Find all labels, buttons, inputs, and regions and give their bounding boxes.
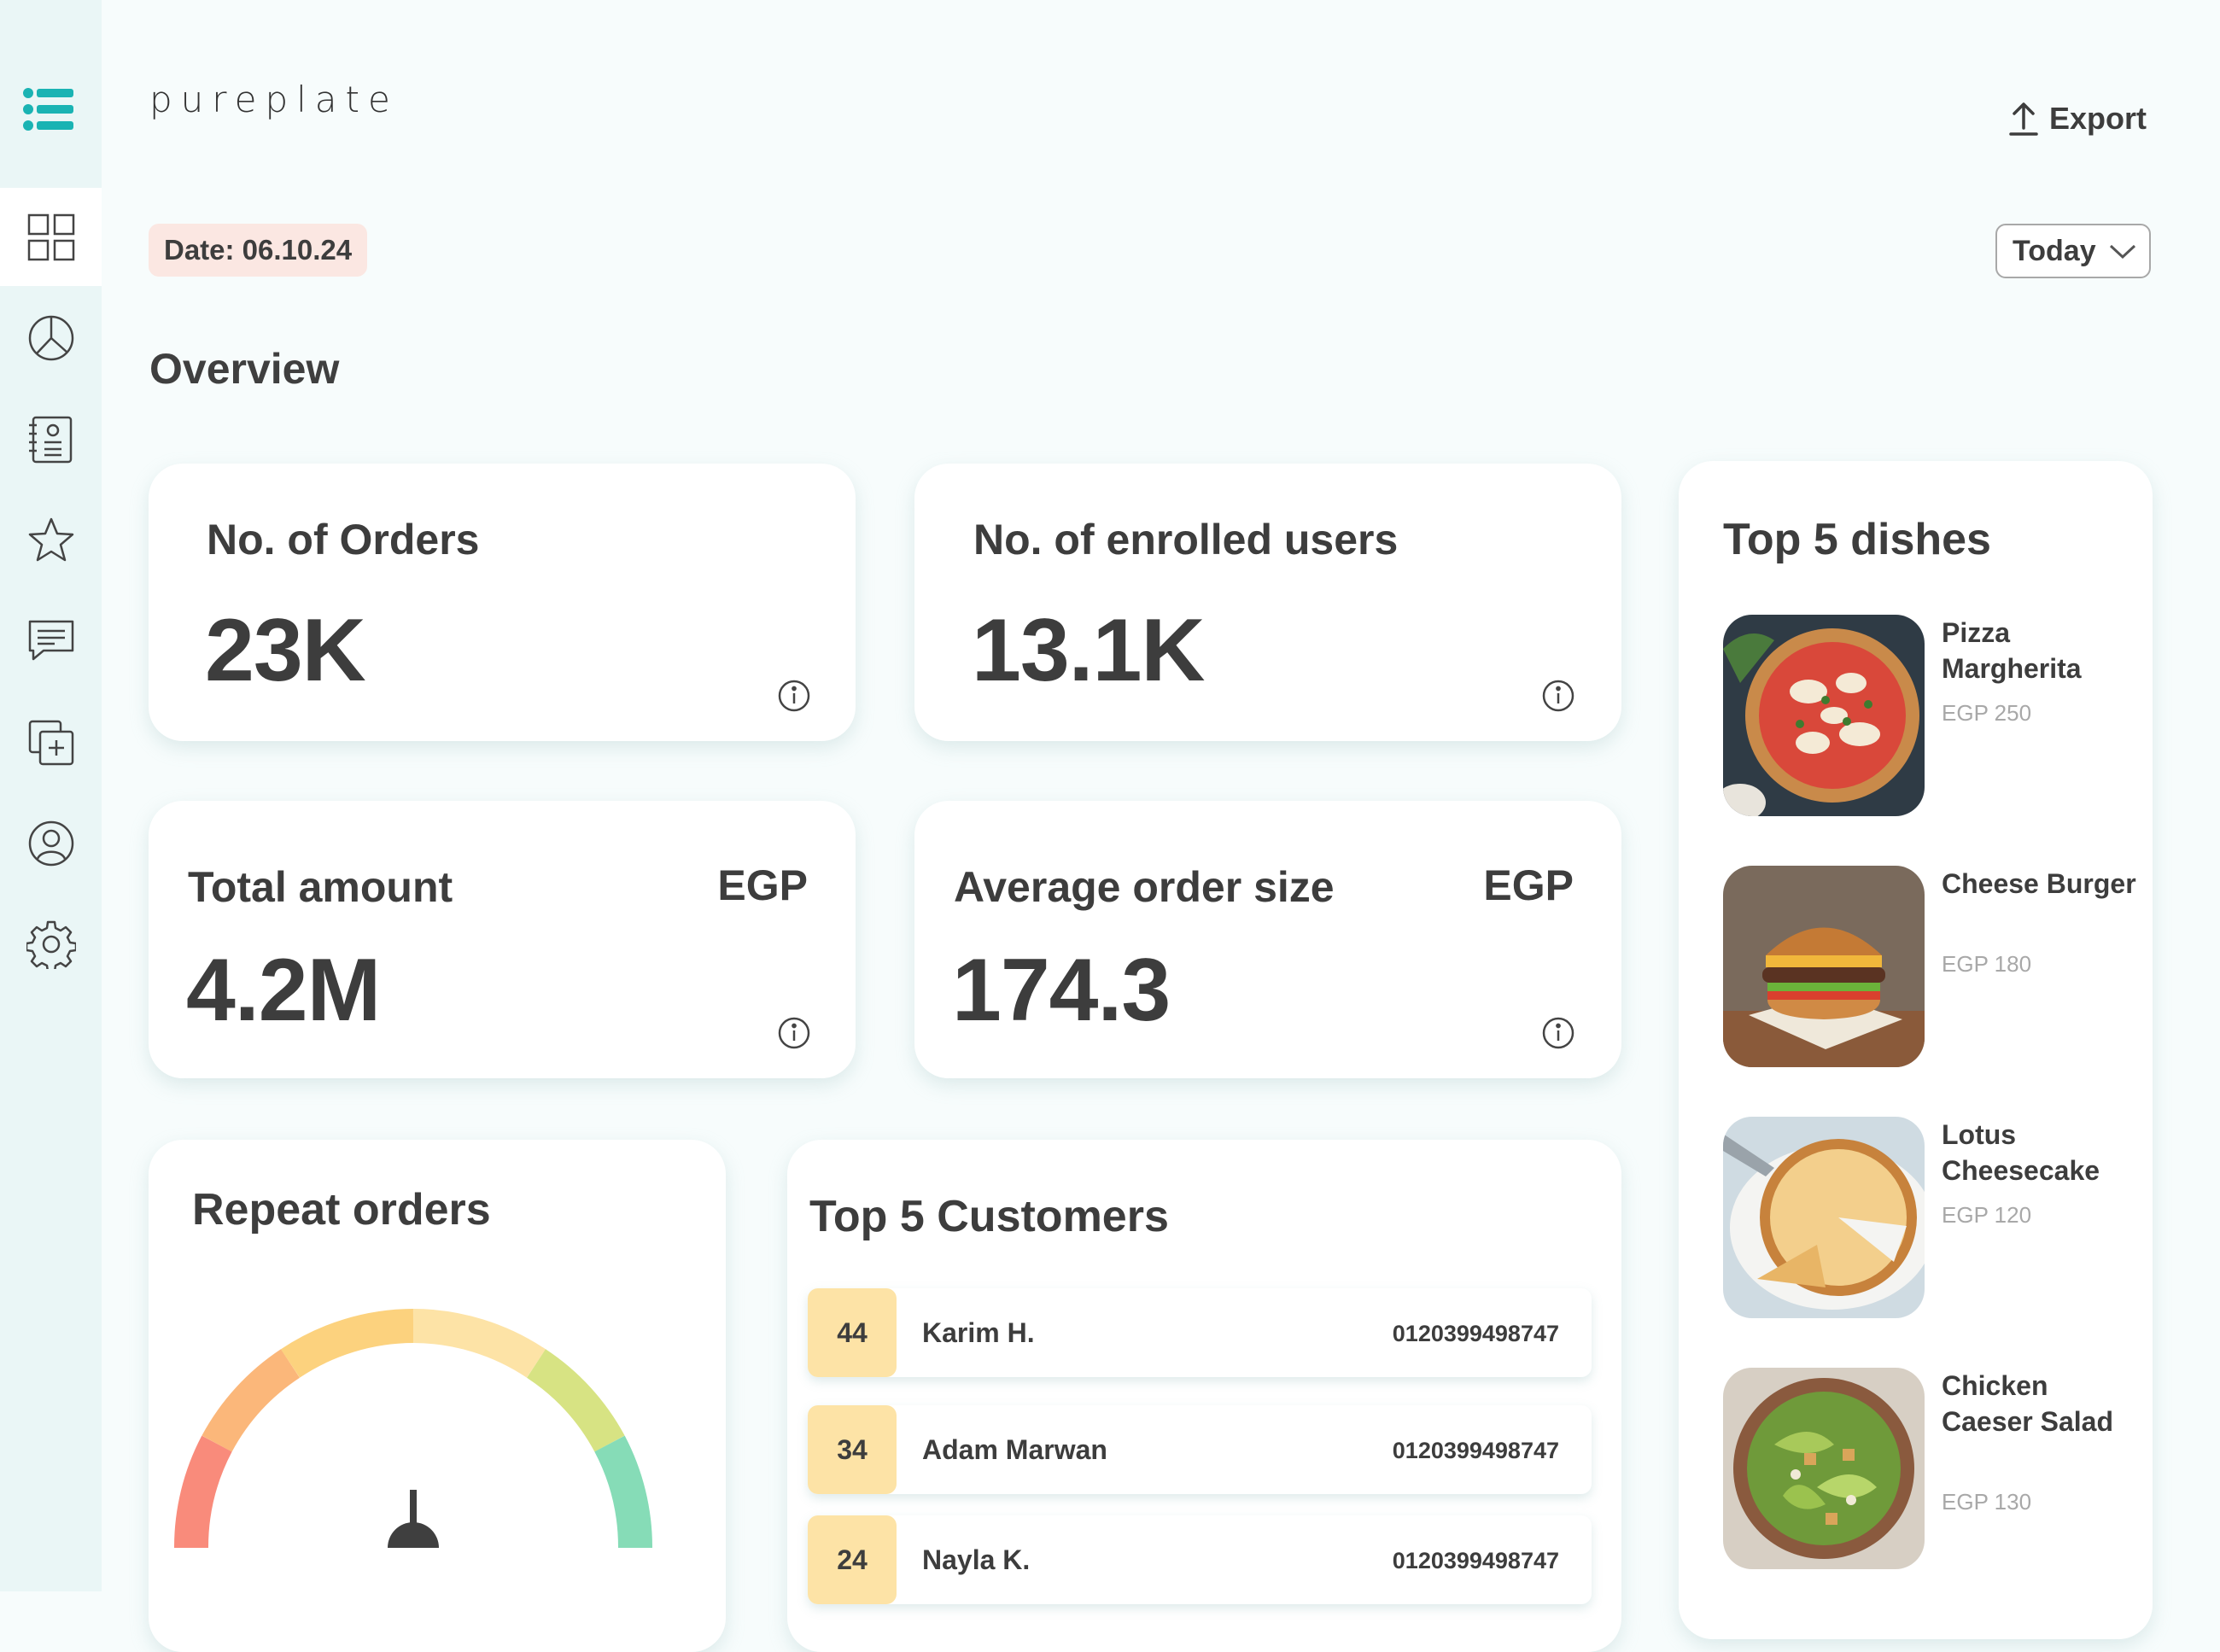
info-icon[interactable] [777, 679, 811, 713]
gauge-segment [174, 1435, 232, 1549]
dish-item[interactable]: Cheese Burger EGP 180 [1723, 866, 2136, 1071]
menu-icon[interactable] [22, 85, 77, 133]
dish-name: Pizza Margherita [1942, 617, 2082, 684]
section-title: Repeat orders [192, 1185, 491, 1235]
dish-price: EGP 120 [1942, 1202, 2032, 1228]
period-selected-value: Today [2013, 234, 2096, 267]
customer-name: Adam Marwan [922, 1434, 1107, 1465]
sidebar [0, 0, 102, 1591]
pie-chart-icon [28, 315, 73, 360]
top-dishes-card: Top 5 dishes Pizza Margherita EGP 250 [1679, 461, 2153, 1639]
stat-label: No. of enrolled users [973, 516, 1399, 563]
period-dropdown[interactable]: Today [1995, 224, 2151, 278]
stat-card-orders: No. of Orders 23K [149, 464, 856, 741]
notebook-icon [28, 416, 72, 463]
customer-order-count: 24 [808, 1515, 897, 1604]
sidebar-item-dashboard[interactable] [0, 188, 102, 286]
section-title: Top 5 dishes [1723, 515, 1991, 564]
customer-order-count: 34 [808, 1405, 897, 1494]
section-title: Top 5 Customers [809, 1192, 1169, 1241]
stat-label: Total amount [188, 863, 453, 911]
brand-logo: pureplate [149, 79, 399, 120]
stat-label: Average order size [954, 863, 1335, 911]
sidebar-item-favorites[interactable] [0, 491, 102, 589]
chat-icon [28, 620, 73, 660]
stat-card-total-amount: Total amount EGP 4.2M [149, 801, 856, 1078]
gauge-segment [594, 1435, 652, 1549]
dish-item[interactable]: Pizza Margherita EGP 250 [1723, 615, 2133, 820]
info-icon[interactable] [1541, 679, 1575, 713]
gauge-needle [388, 1490, 439, 1548]
stat-label: No. of Orders [207, 516, 480, 563]
top-customers-card: Top 5 Customers 44 Karim H. 012039949874… [787, 1140, 1621, 1652]
dish-image-salad [1723, 1368, 1925, 1569]
dish-name: Lotus Cheesecake [1942, 1119, 2100, 1186]
dish-image-pizza [1723, 615, 1925, 816]
info-icon[interactable] [1541, 1016, 1575, 1050]
dish-item[interactable]: Chicken Caeser Salad EGP 130 [1723, 1368, 2133, 1573]
stat-value: 174.3 [952, 941, 1171, 1040]
sidebar-item-settings[interactable] [0, 895, 102, 993]
customer-row[interactable]: 34 Adam Marwan 0120399498747 [808, 1405, 1592, 1494]
customer-name: Nayla K. [922, 1544, 1031, 1575]
stat-value: 23K [205, 601, 366, 700]
sidebar-item-menu-book[interactable] [0, 390, 102, 488]
export-button[interactable]: Export [2008, 101, 2147, 137]
stat-unit: EGP [1483, 861, 1574, 909]
dish-name: Cheese Burger [1942, 868, 2136, 899]
upload-icon [2009, 102, 2038, 136]
dish-item[interactable]: Lotus Cheesecake EGP 120 [1723, 1117, 2133, 1322]
chevron-down-icon [2109, 244, 2135, 260]
gauge-segment [202, 1349, 301, 1452]
customer-order-count: 44 [808, 1288, 897, 1377]
repeat-orders-gauge [174, 1309, 652, 1549]
stat-value: 4.2M [186, 941, 381, 1040]
customer-row[interactable]: 44 Karim H. 0120399498747 [808, 1288, 1592, 1377]
dashboard-grid-icon [27, 213, 74, 260]
dish-price: EGP 130 [1942, 1489, 2032, 1515]
customer-row[interactable]: 24 Nayla K. 0120399498747 [808, 1515, 1592, 1604]
dish-name: Chicken Caeser Salad [1942, 1370, 2114, 1437]
sidebar-item-add[interactable] [0, 693, 102, 791]
add-copy-icon [28, 720, 73, 765]
customer-name: Karim H. [922, 1317, 1035, 1348]
date-badge: Date: 06.10.24 [149, 224, 368, 277]
stat-value: 13.1K [972, 601, 1206, 700]
gauge-segment [280, 1309, 414, 1378]
customer-phone: 0120399498747 [1392, 1548, 1559, 1573]
stat-unit: EGP [717, 861, 808, 909]
stat-card-average-order: Average order size EGP 174.3 [914, 801, 1621, 1078]
export-label: Export [2048, 101, 2147, 136]
dish-price: EGP 250 [1942, 700, 2032, 726]
dish-image-burger [1723, 866, 1925, 1067]
info-icon[interactable] [777, 1016, 811, 1050]
sidebar-item-analytics[interactable] [0, 289, 102, 387]
gear-icon [26, 920, 76, 969]
dish-price: EGP 180 [1942, 951, 2032, 977]
user-icon [28, 820, 73, 866]
repeat-orders-card: Repeat orders [149, 1140, 726, 1652]
customer-phone: 0120399498747 [1392, 1321, 1559, 1346]
dish-image-cheesecake [1723, 1117, 1925, 1318]
star-icon [28, 517, 73, 561]
page-title: Overview [149, 345, 340, 393]
sidebar-item-messages[interactable] [0, 592, 102, 690]
customer-phone: 0120399498747 [1392, 1438, 1559, 1463]
stat-card-users: No. of enrolled users 13.1K [914, 464, 1621, 741]
gauge-segment [412, 1309, 546, 1378]
sidebar-item-profile[interactable] [0, 794, 102, 892]
gauge-segment [526, 1349, 625, 1452]
